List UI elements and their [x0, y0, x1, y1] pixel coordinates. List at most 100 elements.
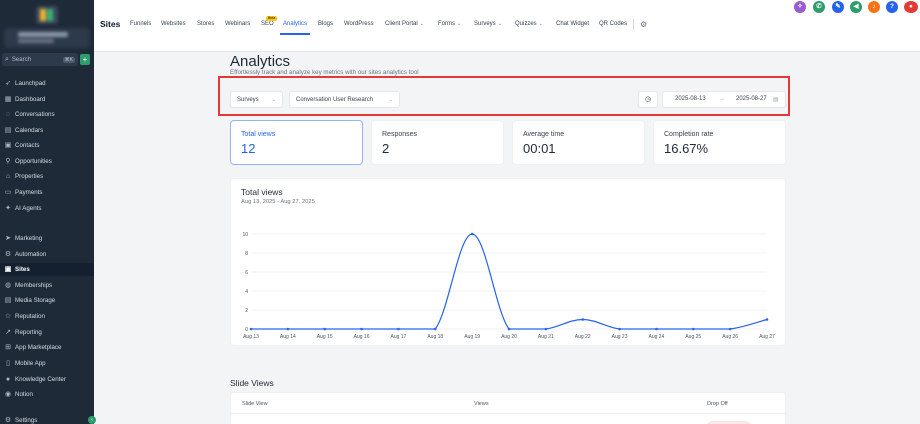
phone-call-icon[interactable]: ✆: [813, 1, 825, 13]
survey-select[interactable]: Conversation User Research ⌄: [289, 91, 400, 108]
sidebar-item-reputation[interactable]: ☆ Reputation: [0, 310, 94, 323]
tab-label: Surveys: [474, 21, 496, 27]
stat-card-completion-rate[interactable]: Completion rate 16.67%: [653, 120, 786, 165]
automation-icon: ⚙: [4, 250, 12, 258]
chart-date-range: Aug 13, 2025 - Aug 27, 2025: [241, 199, 315, 205]
stat-label: Completion rate: [664, 131, 714, 138]
main-content: Analytics Effortlessly track and analyze…: [94, 52, 920, 424]
stat-label: Average time: [523, 131, 565, 138]
data-point: [655, 327, 658, 331]
user-avatar[interactable]: ●: [904, 1, 918, 13]
survey-select-value: Conversation User Research: [296, 96, 374, 103]
sidebar-item-label: Sites: [15, 266, 30, 273]
tab-funnels[interactable]: Funnels: [130, 21, 151, 27]
sidebar-item-label: Notion: [15, 391, 33, 398]
notification-dot[interactable]: ‹: [88, 416, 96, 424]
tab-quizzes[interactable]: Quizzes ⌄: [515, 21, 543, 27]
sidebar-item-notion[interactable]: ◉ Notion: [0, 388, 94, 401]
tab-qr-codes[interactable]: QR Codes: [599, 21, 627, 27]
tab-label: Webinars: [225, 21, 251, 27]
y-tick-label: 2: [245, 308, 248, 314]
calendar-icon: ▤: [773, 97, 779, 103]
tab-websites[interactable]: Websites: [161, 21, 186, 27]
tab-forms[interactable]: Forms ⌄: [438, 21, 461, 27]
sidebar: ⌕ Search ⌘K + ➶ Launchpad ▦ Dashboard ◌ Con…: [0, 0, 96, 424]
sidebar-item-launchpad[interactable]: ➶ Launchpad: [0, 77, 94, 90]
data-point: [507, 327, 511, 331]
help-icon[interactable]: ?: [886, 1, 898, 13]
sidebar-search-row: ⌕ Search ⌘K +: [2, 53, 90, 66]
search-icon: ⌕: [5, 55, 9, 63]
account-switcher[interactable]: [4, 28, 90, 48]
sidebar-item-mobile-app[interactable]: ▯ Mobile App: [0, 357, 94, 370]
sidebar-item-dashboard[interactable]: ▦ Dashboard: [0, 93, 94, 106]
gear-icon: ⚙: [4, 416, 12, 424]
sidebar-item-conversations[interactable]: ◌ Conversations: [0, 108, 94, 121]
send-icon: ➤: [5, 234, 11, 242]
sidebar-item-payments[interactable]: ▭ Payments: [0, 186, 94, 199]
settings-gear-icon[interactable]: ⚙: [640, 20, 648, 29]
ai-assistant-icon[interactable]: ✧: [794, 1, 806, 13]
quick-add-button[interactable]: +: [80, 54, 90, 65]
sidebar-search-input[interactable]: ⌕ Search ⌘K: [2, 53, 78, 66]
tab-webinars[interactable]: Webinars: [225, 21, 250, 27]
stat-card-responses[interactable]: Responses 2: [371, 120, 504, 165]
x-tick-label: Aug 23: [612, 334, 628, 340]
dashboard-icon: ▦: [4, 95, 12, 103]
column-header-views: Views: [474, 401, 489, 407]
stat-card-average-time[interactable]: Average time 00:01: [512, 120, 645, 165]
column-header-slide-view: Slide View: [242, 401, 268, 407]
sidebar-item-reporting[interactable]: ↗ Reporting: [0, 326, 94, 339]
tab-blogs[interactable]: Blogs: [318, 21, 333, 27]
search-placeholder: Search: [11, 56, 31, 63]
sidebar-item-app-marketplace[interactable]: ⊞ App Marketplace: [0, 341, 94, 354]
notifications-bell-icon[interactable]: ♪: [868, 1, 880, 13]
sidebar-item-knowledge-center[interactable]: ● Knowledge Center: [0, 373, 94, 386]
tab-wordpress[interactable]: WordPress: [344, 21, 374, 27]
tab-stores[interactable]: Stores: [197, 21, 214, 27]
stat-value: 2: [382, 141, 390, 156]
clock-icon[interactable]: ◷: [638, 91, 658, 108]
sidebar-item-label: Payments: [15, 189, 43, 196]
sidebar-item-opportunities[interactable]: ⚲ Opportunities: [0, 155, 94, 168]
magic-wand-icon[interactable]: ✎: [832, 1, 844, 13]
x-tick-label: Aug 16: [354, 334, 370, 340]
sparkle-icon: ✦: [5, 204, 11, 212]
tab-client-portal[interactable]: Client Portal ⌄: [385, 21, 424, 27]
sidebar-item-ai-agents[interactable]: ✦ AI Agents: [0, 202, 94, 215]
sidebar-item-automation[interactable]: ⚙ Automation: [0, 248, 94, 261]
tab-label: Websites: [161, 21, 186, 27]
tab-seo[interactable]: SEO: [261, 21, 274, 27]
sidebar-item-label: Marketing: [15, 235, 43, 242]
chart-icon: ↗: [5, 328, 11, 336]
sidebar-item-label: Reputation: [15, 313, 45, 320]
star-icon: ☆: [4, 312, 12, 320]
sidebar-item-settings[interactable]: ⚙ Settings: [0, 414, 94, 424]
sidebar-item-media-storage[interactable]: ▤ Media Storage: [0, 294, 94, 307]
data-point: [470, 232, 474, 236]
date-range-picker[interactable]: 2025-08-13 → 2025-08-27 ▤: [662, 91, 786, 108]
tab-surveys[interactable]: Surveys ⌄: [474, 21, 502, 27]
sidebar-item-memberships[interactable]: ◍ Memberships: [0, 279, 94, 292]
total-views-line-chart[interactable]: 0 2 4 6 8 10 Aug 13 Aug 14 Aug 15 Aug 16 Aug 17 Aug…: [231, 179, 787, 347]
tab-label: WordPress: [344, 21, 374, 27]
megaphone-icon[interactable]: ◀: [850, 1, 862, 13]
active-tab-indicator: [280, 33, 310, 35]
sidebar-item-label: Calendars: [15, 127, 44, 134]
tab-chat-widget[interactable]: Chat Widget: [556, 21, 589, 27]
sidebar-item-contacts[interactable]: ▣ Contacts: [0, 139, 94, 152]
sidebar-item-marketing[interactable]: ➤ Marketing: [0, 232, 94, 245]
tab-analytics[interactable]: Analytics: [283, 21, 307, 27]
tab-label: SEO: [261, 21, 274, 27]
data-point: [544, 327, 548, 331]
sidebar-item-label: Contacts: [15, 142, 40, 149]
tab-label: Client Portal: [385, 21, 418, 27]
sidebar-item-properties[interactable]: ⌂ Properties: [0, 170, 94, 183]
sidebar-item-sites[interactable]: ▣ Sites: [0, 263, 94, 276]
page-subtitle: Effortlessly track and analyze key metri…: [230, 69, 419, 76]
stat-card-total-views[interactable]: Total views 12: [230, 120, 363, 165]
book-icon: ●: [5, 375, 11, 383]
sidebar-item-calendars[interactable]: ▤ Calendars: [0, 124, 94, 137]
sidebar-item-label: Settings: [15, 417, 38, 424]
type-select[interactable]: Surveys ⌄: [230, 91, 283, 108]
